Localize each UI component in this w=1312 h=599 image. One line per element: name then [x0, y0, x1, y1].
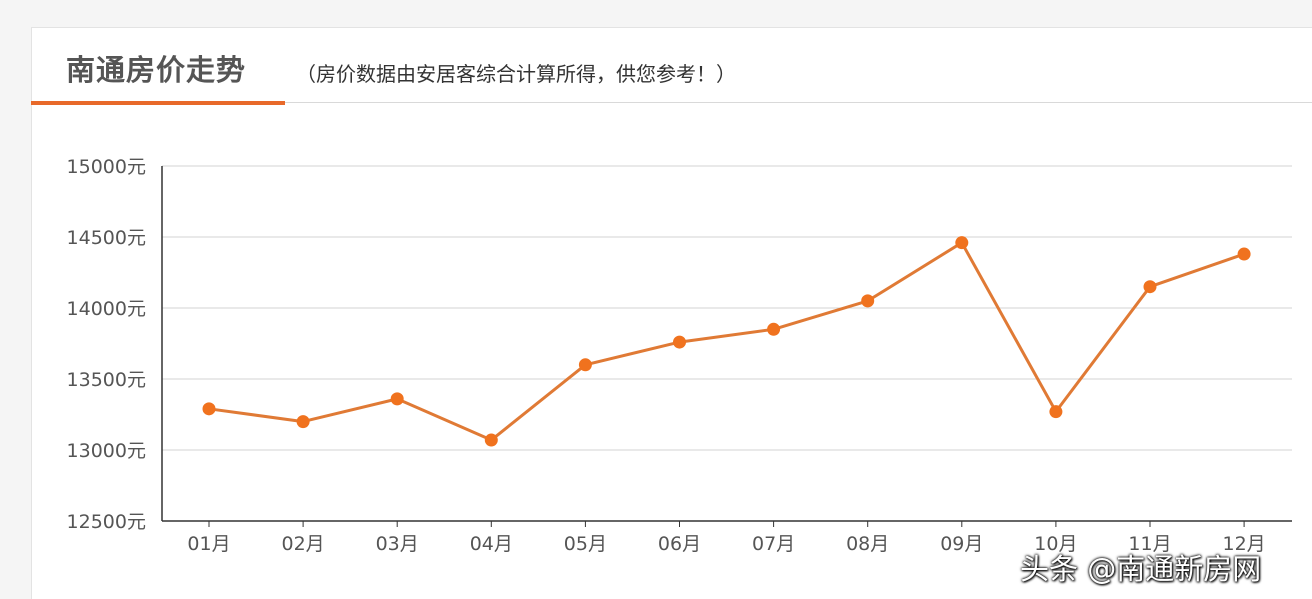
- grid-lines: [162, 165, 1292, 451]
- data-point: [1143, 280, 1157, 294]
- data-point: [1237, 247, 1251, 261]
- series-line: [208, 241, 1245, 442]
- x-tick-label: 12月: [1223, 533, 1266, 555]
- x-tick-label: 09月: [940, 533, 983, 555]
- x-tick-label: 07月: [752, 533, 795, 555]
- x-tick-label: 01月: [187, 533, 230, 555]
- y-tick-label: 14500元: [67, 227, 146, 249]
- y-tick-label: 15000元: [67, 156, 146, 178]
- y-tick-label: 13000元: [67, 440, 146, 462]
- series-line-group: [208, 241, 1245, 442]
- data-point: [673, 335, 686, 349]
- page-title: 南通房价走势: [66, 53, 247, 87]
- header-accent-underline: [31, 101, 285, 105]
- x-tick-label: 11月: [1128, 533, 1171, 555]
- data-point: [767, 322, 781, 336]
- watermark: 头条 @南通新房网: [1020, 552, 1262, 586]
- x-tick-label: 03月: [376, 533, 419, 555]
- x-tick-label: 06月: [658, 533, 701, 555]
- data-point: [955, 236, 969, 250]
- data-point: [861, 294, 875, 308]
- data-point: [484, 433, 498, 447]
- x-tick-label: 08月: [846, 533, 889, 555]
- x-tick-labels: 01月 02月 03月 04月 05月 06月 07月 08月 09月 10月 11月 12月: [187, 521, 1266, 555]
- page-subtitle: （房价数据由安居客综合计算所得，供您参考！）: [296, 62, 736, 86]
- x-tick-label: 04月: [470, 533, 513, 555]
- y-tick-label: 14000元: [67, 298, 146, 320]
- chart-panel: [31, 27, 1312, 599]
- header-divider: [31, 102, 1312, 103]
- y-tick-labels: 12500元 13000元 13500元 14000元 14500元 15000元: [67, 156, 146, 533]
- x-tick-label: 02月: [282, 533, 325, 555]
- data-point: [390, 392, 404, 406]
- y-tick-label: 12500元: [67, 511, 146, 533]
- y-tick-label: 13500元: [67, 369, 146, 391]
- x-tick-label: 05月: [564, 533, 607, 555]
- series-points: [202, 236, 1251, 447]
- data-point: [296, 415, 310, 429]
- x-tick-label: 10月: [1034, 533, 1077, 555]
- data-point: [1049, 405, 1063, 419]
- data-point: [202, 402, 216, 416]
- data-point: [578, 358, 592, 372]
- axes: [161, 166, 1292, 522]
